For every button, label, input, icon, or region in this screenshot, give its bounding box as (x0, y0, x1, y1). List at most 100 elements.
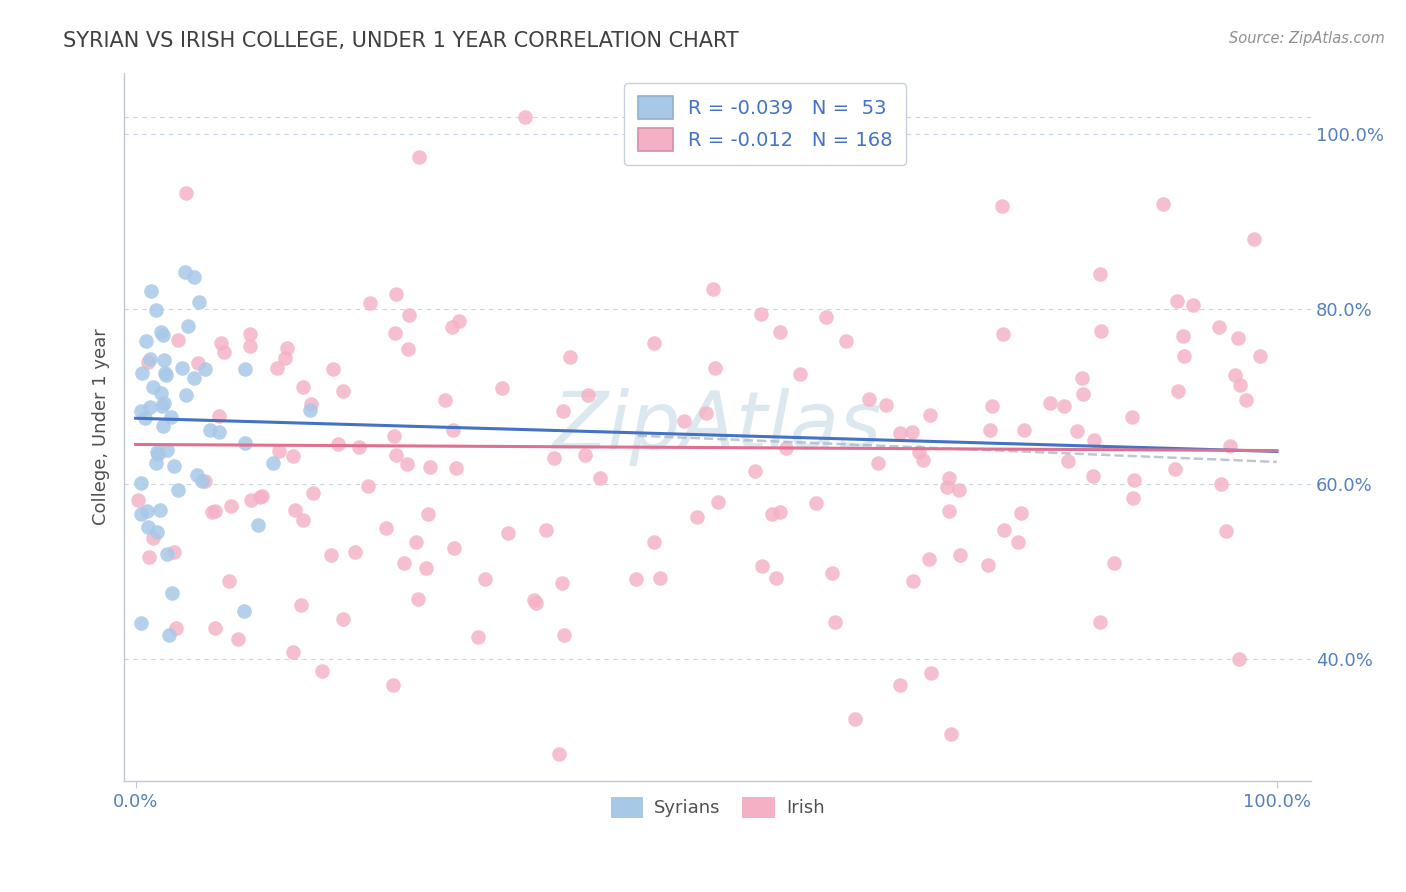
Y-axis label: College, Under 1 year: College, Under 1 year (93, 328, 110, 525)
Point (1226, 331, 1249, 345)
Point (136, 519, 159, 533)
Point (991, 199, 1014, 213)
Point (398, 342, 420, 356)
Point (298, 402, 321, 417)
Point (1173, 329, 1195, 343)
Point (385, 286, 408, 301)
Point (269, 444, 291, 458)
Point (233, 362, 256, 376)
Point (441, 320, 464, 334)
Point (643, 336, 665, 351)
Point (491, 380, 513, 394)
Point (150, 385, 173, 400)
Point (291, 512, 314, 526)
Point (145, 524, 167, 539)
Point (1053, 399, 1076, 413)
Point (1121, 410, 1143, 425)
Point (824, 615, 846, 629)
Point (187, 356, 209, 370)
Point (948, 483, 970, 497)
Point (474, 573, 496, 587)
Point (551, 403, 574, 417)
Point (135, 504, 157, 518)
Text: ZipAtlas: ZipAtlas (553, 388, 882, 466)
Point (332, 612, 354, 626)
Point (283, 646, 305, 660)
Point (1039, 396, 1062, 410)
Point (769, 325, 792, 339)
Point (249, 490, 271, 504)
Point (183, 371, 205, 385)
Point (1209, 476, 1232, 491)
Point (131, 366, 153, 380)
Point (208, 409, 231, 423)
Point (127, 493, 149, 508)
Point (576, 388, 599, 402)
Point (183, 270, 205, 285)
Point (382, 678, 405, 692)
Point (1163, 461, 1185, 475)
Point (858, 392, 880, 406)
Point (844, 712, 866, 726)
Point (820, 566, 842, 581)
Point (415, 561, 437, 575)
Point (382, 428, 405, 442)
Point (166, 483, 188, 497)
Point (1223, 368, 1246, 383)
Point (707, 495, 730, 509)
Point (553, 628, 575, 642)
Point (141, 284, 163, 298)
Point (152, 353, 174, 368)
Point (138, 549, 160, 564)
Point (993, 326, 1015, 341)
Point (240, 492, 263, 507)
Point (1167, 384, 1189, 398)
Point (385, 448, 408, 462)
Point (433, 392, 456, 407)
Point (1083, 433, 1105, 447)
Point (1010, 506, 1032, 520)
Point (218, 574, 240, 588)
Point (643, 535, 665, 549)
Point (201, 505, 224, 519)
Point (398, 308, 420, 322)
Point (153, 395, 176, 409)
Point (1081, 469, 1104, 483)
Point (191, 474, 214, 488)
Point (908, 445, 931, 459)
Point (979, 424, 1001, 438)
Point (419, 460, 441, 475)
Point (146, 445, 169, 459)
Point (276, 341, 298, 355)
Point (1152, 197, 1174, 211)
Point (326, 436, 349, 450)
Point (290, 598, 312, 612)
Point (1249, 349, 1271, 363)
Point (444, 461, 467, 475)
Point (198, 424, 221, 438)
Point (174, 186, 197, 200)
Point (136, 354, 159, 368)
Point (574, 448, 596, 462)
Point (204, 621, 226, 635)
Point (917, 552, 939, 566)
Point (920, 665, 942, 680)
Point (146, 447, 169, 461)
Point (1208, 320, 1230, 334)
Point (1088, 615, 1111, 629)
Point (322, 361, 344, 376)
Point (281, 449, 304, 463)
Point (935, 479, 957, 493)
Point (392, 557, 415, 571)
Point (239, 326, 262, 341)
Point (145, 456, 167, 470)
Point (835, 334, 858, 349)
Point (160, 409, 183, 424)
Point (252, 489, 274, 503)
Point (551, 575, 574, 590)
Point (624, 573, 647, 587)
Point (266, 361, 288, 376)
Point (588, 471, 610, 485)
Point (1102, 556, 1125, 570)
Point (406, 591, 429, 606)
